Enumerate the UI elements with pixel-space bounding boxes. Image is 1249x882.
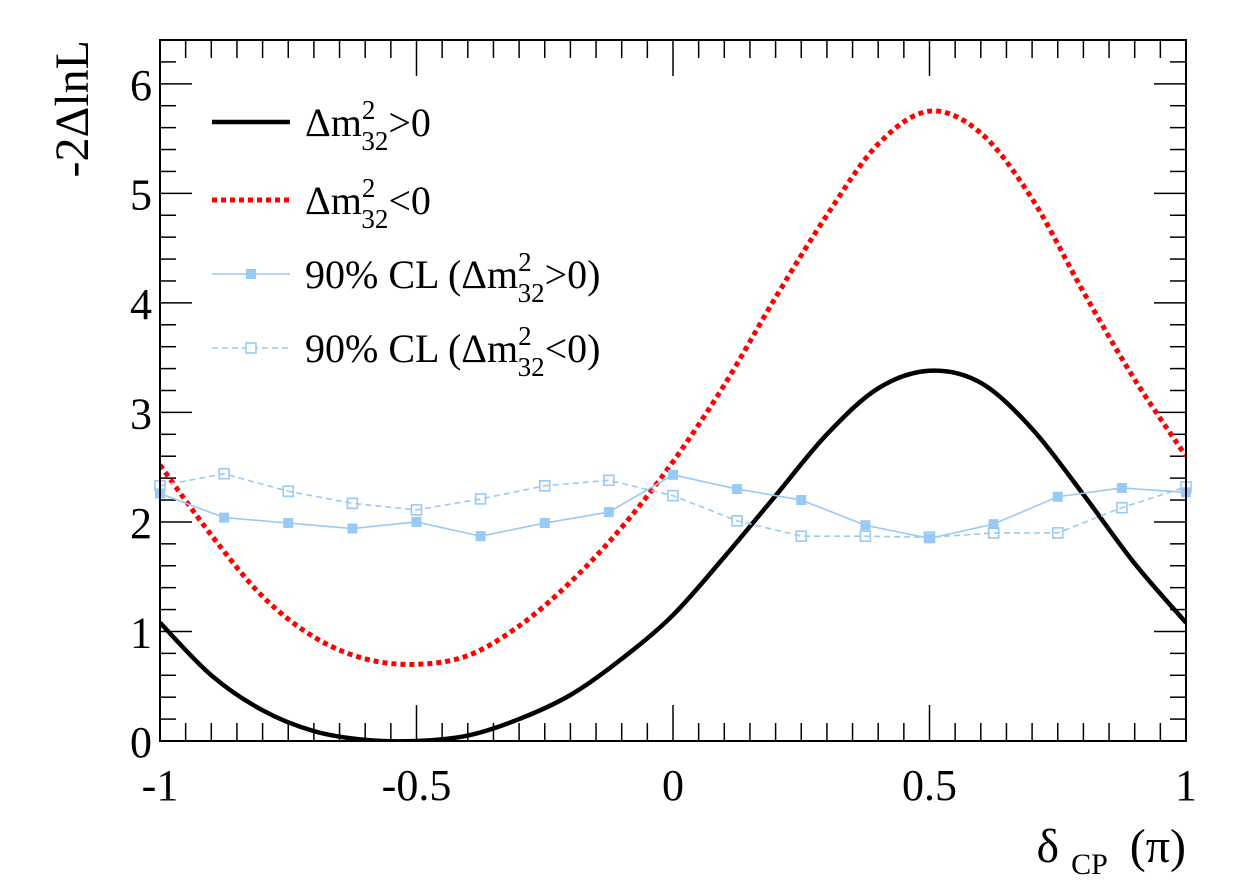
x-tick-label: 0.5 <box>902 761 957 810</box>
data-point-cl-ih <box>282 485 295 498</box>
series-line-cl-ih <box>160 472 1186 539</box>
data-point-cl-nh <box>603 507 614 518</box>
legend: Δm2 32>0 Δm2 32<0 90% CL (Δm2 32>0) 90% CL … <box>212 95 601 382</box>
data-point-cl-nh <box>347 523 358 534</box>
legend-label-ih: Δm2 32<0 <box>305 173 431 234</box>
data-point-cl-ih <box>923 531 936 544</box>
data-point-cl-ih <box>1051 527 1064 539</box>
data-point-cl-nh <box>411 516 422 527</box>
legend-label-nh: Δm2 32>0 <box>305 95 431 156</box>
data-point-cl-nh <box>219 512 230 523</box>
data-point-cl-ih <box>667 489 679 502</box>
x-tick-label: 1 <box>1175 761 1197 810</box>
y-tick-label: 2 <box>130 499 152 548</box>
legend-entry-ih: Δm2 32<0 <box>212 173 431 234</box>
x-tick-label: -1 <box>142 761 179 810</box>
data-point-cl-nh <box>1052 491 1063 502</box>
legend-marker-cl-nh <box>246 269 256 279</box>
legend-entry-nh: Δm2 32>0 <box>212 95 431 156</box>
data-point-cl-nh <box>475 531 486 542</box>
data-point-cl-ih <box>1116 501 1128 514</box>
data-point-cl-ih <box>859 530 872 542</box>
data-point-cl-ih <box>603 474 615 487</box>
legend-entry-cl-nh: 90% CL (Δm2 32>0) <box>212 247 601 308</box>
tick-labels: -1 -0.5 0 0.5 1 0 1 2 3 4 5 6 <box>130 61 1197 810</box>
legend-label-cl-ih: 90% CL (Δm2 32<0) <box>305 321 601 382</box>
data-point-cl-nh <box>1116 482 1127 493</box>
data-point-cl-nh <box>539 518 550 529</box>
series-line-ih <box>160 108 1186 667</box>
data-point-cl-nh <box>732 484 743 495</box>
data-point-cl-ih <box>795 530 808 542</box>
x-tick-label: -0.5 <box>382 761 452 810</box>
legend-label-cl-nh: 90% CL (Δm2 32>0) <box>305 247 601 308</box>
data-point-cl-ih <box>987 527 1000 539</box>
x-axis-label-main: δ <box>1036 820 1059 873</box>
x-axis-label-sub: CP <box>1071 848 1108 881</box>
data-point-cl-ih <box>474 493 487 505</box>
plot-frame <box>159 39 1187 742</box>
data-point-cl-nh <box>860 520 871 531</box>
data-point-cl-nh <box>796 495 807 506</box>
data-point-cl-ih <box>731 515 743 527</box>
y-tick-label: 1 <box>130 608 152 657</box>
y-tick-label: 4 <box>130 280 152 329</box>
data-point-cl-ih <box>410 504 423 516</box>
data-point-cl-nh <box>924 533 935 544</box>
data-point-cl-nh <box>988 519 999 530</box>
data-point-cl-nh <box>283 518 294 529</box>
y-tick-label: 6 <box>130 61 152 110</box>
x-tick-label: 0 <box>662 761 684 810</box>
y-tick-label: 0 <box>130 718 152 767</box>
y-tick-label: 5 <box>130 170 152 219</box>
data-point-cl-ih <box>218 467 230 480</box>
data-point-cl-ih <box>346 497 359 510</box>
x-axis-label: δ CP (π) <box>1036 820 1186 882</box>
x-axis-label-unit: (π) <box>1130 820 1186 873</box>
legend-marker-cl-ih <box>245 342 257 354</box>
data-point-cl-ih <box>538 479 551 492</box>
series-line-nh <box>160 368 1186 741</box>
y-tick-label: 3 <box>130 389 152 438</box>
data-point-cl-nh <box>668 469 678 480</box>
legend-entry-cl-ih: 90% CL (Δm2 32<0) <box>212 321 601 382</box>
y-axis-label: -2ΔlnL <box>46 40 99 178</box>
